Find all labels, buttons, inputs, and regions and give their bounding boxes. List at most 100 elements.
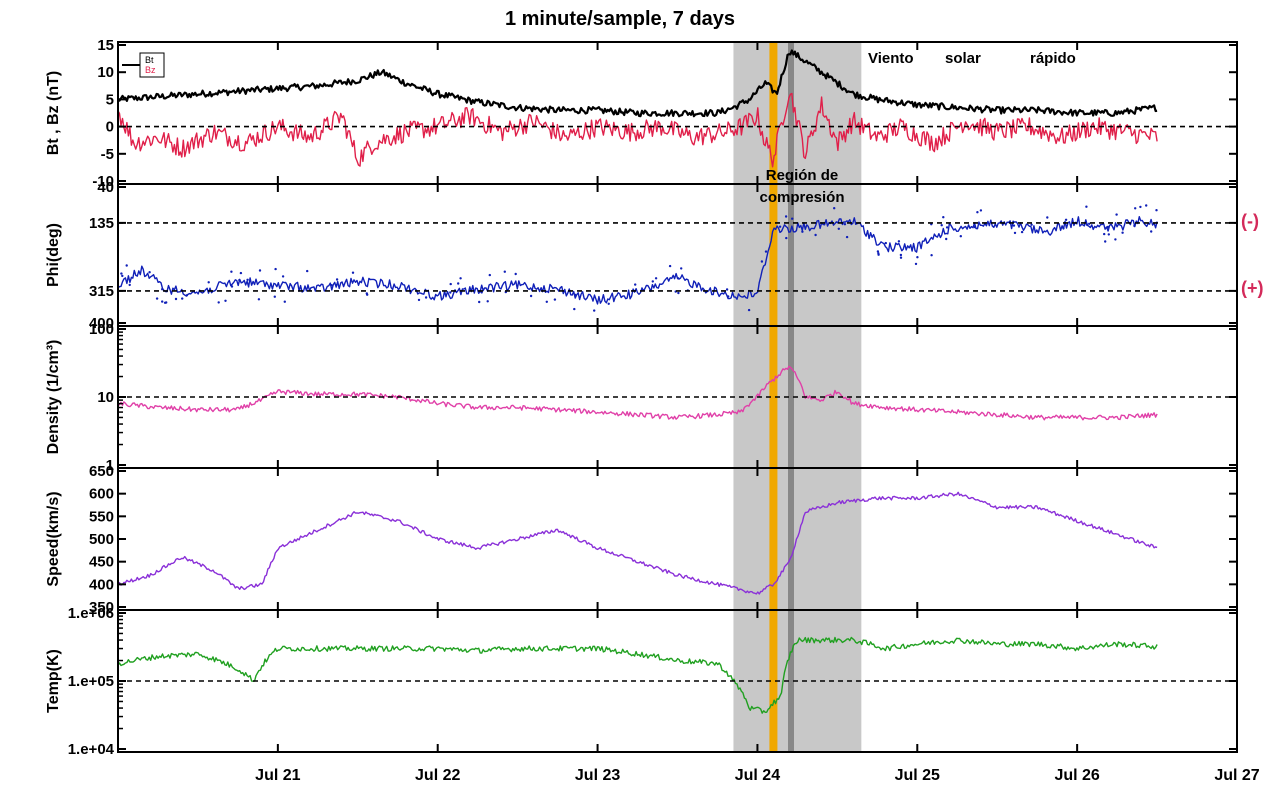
phi-point [529, 294, 533, 298]
phi-point [457, 282, 460, 285]
ytick-label-temp: 1.e+06 [68, 605, 114, 622]
fast-wind-word-1: Viento [868, 50, 914, 67]
phi-point [1104, 240, 1107, 243]
phi-point [791, 217, 794, 220]
phi-point [161, 288, 164, 291]
phi-point [330, 284, 333, 287]
ylabel-bfield: Bt , Bz (nT) [45, 71, 62, 155]
phi-point [306, 269, 309, 273]
series-speed [117, 491, 1158, 595]
legend-label-bz: Bz [145, 65, 156, 75]
stream-interface-orange-line [769, 42, 778, 752]
phi-point [163, 301, 167, 304]
phi-point [725, 288, 729, 291]
sector-positive-label: (+) [1241, 278, 1264, 298]
phi-point [120, 272, 123, 275]
ytick-label-bfield: 10 [97, 64, 114, 81]
phi-point [877, 252, 880, 255]
phi-point [335, 278, 339, 281]
phi-point [942, 216, 945, 219]
phi-point [916, 256, 919, 259]
phi-point [1103, 232, 1106, 236]
phi-point [764, 250, 768, 253]
phi-point [1121, 231, 1124, 234]
panel-frame-phi [117, 183, 1238, 327]
ytick-label-speed: 650 [89, 463, 114, 480]
chart-title: 1 minute/sample, 7 days [505, 8, 735, 30]
phi-point [351, 271, 355, 274]
phi-point [424, 296, 428, 299]
phi-point [125, 264, 128, 267]
data-layer [117, 49, 1158, 714]
phi-point [239, 271, 243, 275]
phi-point [1107, 233, 1111, 236]
xtick-label: Jul 23 [575, 767, 620, 784]
phi-point [449, 291, 452, 294]
phi-point [155, 297, 159, 300]
xtick-label: Jul 22 [415, 767, 460, 784]
phi-point [217, 301, 220, 304]
phi-point [979, 209, 983, 212]
ytick-label-phi: 135 [89, 215, 114, 232]
phi-point [238, 278, 241, 282]
phi-point [1114, 238, 1117, 241]
phi-point [884, 241, 887, 245]
ylabel-density: Density (1/cm³) [45, 340, 62, 455]
phi-point [833, 207, 836, 210]
phi-point [224, 299, 227, 302]
phi-point [676, 277, 680, 280]
phi-point [668, 264, 672, 268]
panel-bfield [117, 49, 1158, 168]
phi-point [876, 250, 880, 253]
compression-label-line-1: Región de [766, 167, 839, 184]
sector-negative-label: (-) [1241, 211, 1259, 231]
fast-wind-word-2: solar [945, 50, 981, 67]
phi-point [281, 275, 285, 278]
phi-point [845, 235, 849, 239]
ylabel-temp: Temp(K) [45, 649, 62, 713]
phi-point [185, 294, 189, 297]
ytick-label-phi: 400 [89, 315, 114, 332]
phi-point [1085, 205, 1088, 208]
phi-point [654, 277, 658, 280]
ytick-label-speed: 400 [89, 576, 114, 593]
phi-point [573, 307, 576, 311]
phi-point [128, 283, 131, 287]
phi-point [488, 273, 491, 277]
phi-point [930, 254, 933, 257]
phi-point [973, 225, 977, 229]
phi-point [230, 270, 233, 273]
ytick-label-bfield: -5 [101, 146, 114, 163]
xtick-label: Jul 21 [255, 767, 300, 784]
panel-temp [117, 636, 1158, 714]
phi-point [366, 293, 369, 296]
ytick-label-bfield: 0 [106, 119, 114, 136]
phi-point [677, 291, 680, 295]
legend-label-bt: Bt [145, 55, 154, 65]
xtick-label: Jul 26 [1054, 767, 1099, 784]
ylabel-phi: Phi(deg) [45, 223, 62, 287]
legend-box [139, 52, 165, 78]
ytick-label-density: 10 [97, 389, 114, 406]
phi-point [1150, 230, 1153, 233]
phi-point [257, 298, 261, 301]
phi-point [914, 262, 918, 266]
ytick-label-density: 100 [89, 321, 114, 338]
phi-point [207, 281, 210, 284]
phi-point [1030, 223, 1033, 226]
phi-point [814, 233, 817, 237]
phi-point [514, 272, 517, 276]
phi-point [283, 300, 286, 303]
phi-point [230, 285, 234, 288]
phi-point [593, 309, 596, 312]
phi-point [760, 260, 764, 263]
phi-point [945, 226, 949, 229]
phi-point [274, 267, 277, 271]
phi-point [843, 223, 847, 226]
ytick-label-bfield: -10 [92, 173, 114, 190]
phi-point [899, 256, 903, 259]
ylabel-speed: Speed(km/s) [45, 491, 62, 586]
ytick-label-bfield: 5 [106, 91, 114, 108]
phi-point [1088, 222, 1091, 225]
